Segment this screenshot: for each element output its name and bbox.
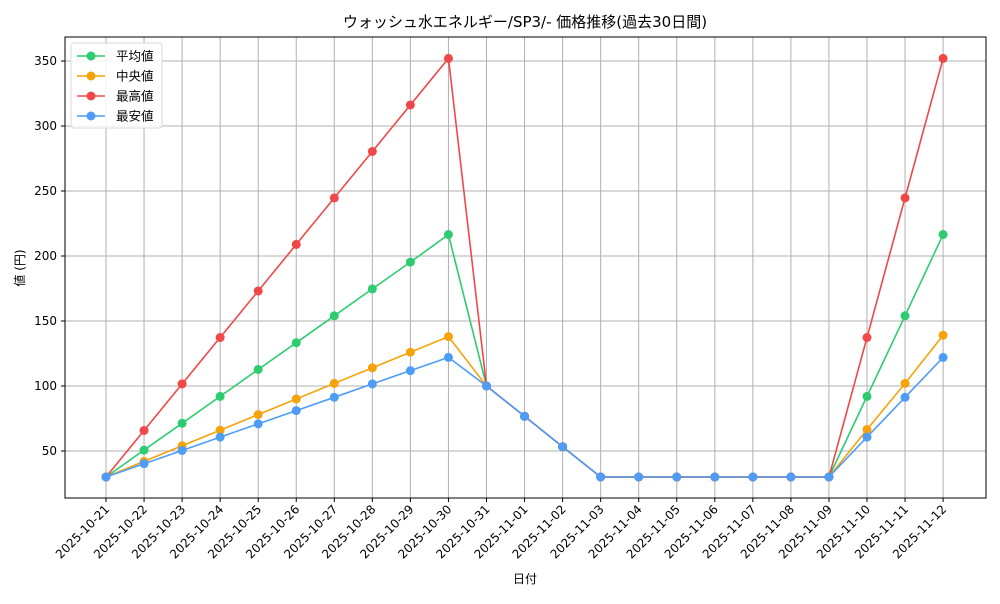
y-tick-label: 300 — [34, 119, 57, 133]
x-axis-label: 日付 — [513, 572, 537, 586]
data-point-marker — [938, 230, 948, 240]
data-point-marker — [405, 257, 415, 267]
data-point-marker — [596, 472, 606, 482]
grid-lines — [65, 37, 986, 498]
data-point-marker — [520, 411, 530, 421]
data-point-marker — [900, 378, 910, 388]
data-point-marker — [900, 392, 910, 402]
data-point-marker — [482, 381, 491, 391]
data-point-marker — [900, 311, 910, 321]
data-point-marker — [634, 472, 644, 482]
x-axis-ticks: 2025-10-212025-10-222025-10-232025-10-24… — [53, 498, 949, 561]
data-point-marker — [215, 432, 225, 442]
data-point-marker — [443, 332, 453, 342]
data-point-marker — [177, 379, 187, 389]
data-point-marker — [443, 53, 453, 63]
legend-item: 最高値 — [77, 89, 154, 104]
data-point-marker — [177, 445, 187, 455]
data-point-marker — [443, 352, 453, 362]
data-point-marker — [139, 459, 149, 469]
y-tick-label: 50 — [42, 444, 57, 458]
data-point-marker — [938, 53, 948, 63]
data-point-marker — [253, 286, 263, 296]
y-axis-label: 値 (円) — [12, 249, 27, 286]
plot-frame — [64, 36, 987, 499]
legend-item: 平均値 — [77, 49, 154, 64]
data-point-marker — [291, 394, 301, 404]
legend-label: 平均値 — [116, 49, 154, 64]
chart-title: ウォッシュ水エネルギー/SP3/- 価格推移(過去30日間) — [343, 13, 707, 31]
data-point-marker — [177, 418, 187, 428]
legend-label: 最安値 — [116, 109, 154, 124]
series-line — [101, 352, 948, 482]
legend-marker-icon — [86, 91, 96, 101]
data-point-marker — [291, 406, 301, 416]
y-tick-label: 100 — [34, 379, 57, 393]
y-tick-label: 350 — [34, 54, 57, 68]
data-point-marker — [938, 330, 948, 340]
data-series — [101, 53, 948, 482]
y-tick-label: 200 — [34, 249, 57, 263]
legend-box — [70, 42, 163, 129]
data-point-marker — [672, 472, 682, 482]
data-point-marker — [329, 311, 339, 321]
data-point-marker — [938, 352, 948, 362]
data-point-marker — [215, 333, 225, 343]
data-point-marker — [253, 410, 263, 420]
data-point-marker — [748, 472, 758, 482]
data-point-marker — [824, 472, 834, 482]
data-point-marker — [253, 419, 263, 429]
data-point-marker — [215, 425, 225, 435]
data-point-marker — [862, 432, 872, 442]
data-point-marker — [405, 347, 415, 357]
data-point-marker — [329, 193, 339, 203]
legend-marker-icon — [86, 71, 96, 81]
data-point-marker — [139, 445, 149, 455]
data-point-marker — [862, 425, 872, 435]
data-point-marker — [139, 425, 149, 435]
data-point-marker — [367, 379, 377, 389]
legend-item: 中央値 — [77, 69, 154, 84]
data-point-marker — [900, 193, 910, 203]
y-tick-label: 150 — [34, 314, 57, 328]
legend-label: 最高値 — [116, 89, 154, 104]
legend-item: 最安値 — [77, 109, 154, 124]
data-point-marker — [329, 378, 339, 388]
data-point-marker — [329, 392, 339, 402]
data-point-marker — [367, 146, 377, 156]
data-point-marker — [253, 364, 263, 374]
y-axis-ticks: 50 100 150 200 250 300 350 — [34, 54, 65, 458]
data-point-marker — [405, 366, 415, 376]
data-point-marker — [367, 363, 377, 373]
data-point-marker — [291, 239, 301, 249]
data-point-marker — [862, 391, 872, 401]
data-point-marker — [367, 284, 377, 294]
legend-label: 中央値 — [116, 69, 154, 84]
data-point-marker — [443, 230, 453, 240]
data-point-marker — [710, 472, 720, 482]
legend-marker-icon — [86, 111, 96, 121]
data-point-marker — [291, 338, 301, 348]
data-point-marker — [862, 333, 872, 343]
data-point-marker — [786, 472, 796, 482]
legend-marker-icon — [86, 51, 96, 61]
data-point-marker — [101, 472, 111, 482]
data-point-marker — [215, 391, 225, 401]
y-tick-label: 250 — [34, 184, 57, 198]
data-point-marker — [558, 442, 568, 452]
data-point-marker — [405, 100, 415, 110]
